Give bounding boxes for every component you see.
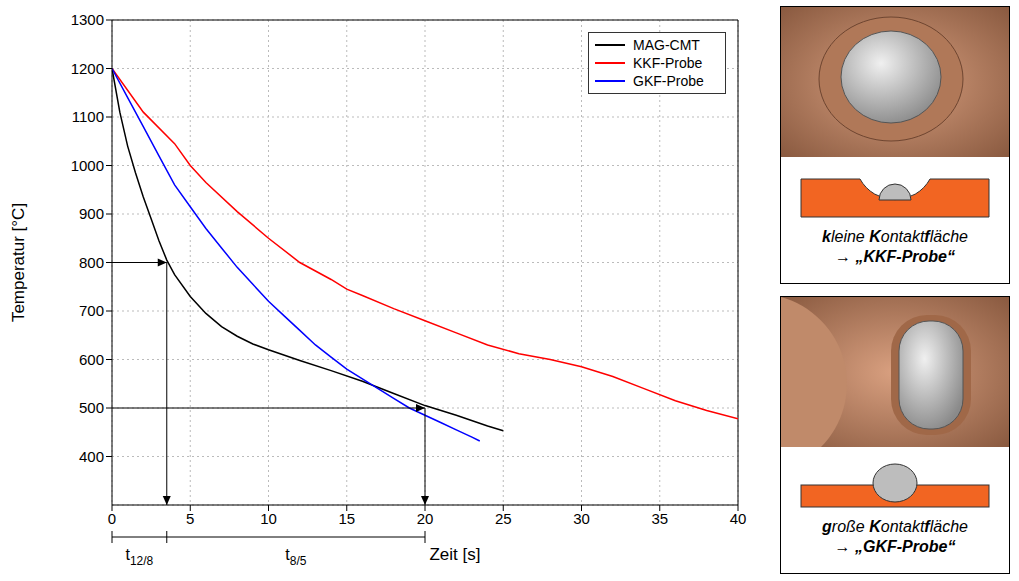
svg-text:600: 600	[79, 351, 104, 368]
svg-text:Zeit [s]: Zeit [s]	[429, 545, 480, 564]
html-text:→ „KKF-Probe“: → „KKF-Probe“	[835, 248, 955, 265]
html-text:MAG-CMT: MAG-CMT	[633, 37, 700, 53]
svg-text:10: 10	[260, 510, 277, 527]
svg-text:5: 5	[186, 510, 194, 527]
svg-text:20: 20	[417, 510, 434, 527]
html-text:k leine K ontakt f läche: k leine K ontakt f läche	[822, 228, 968, 245]
svg-text:35: 35	[651, 510, 668, 527]
svg-text:25: 25	[495, 510, 512, 527]
svg-text:Temperatur [°C]: Temperatur [°C]	[9, 203, 28, 322]
html-text:KKF-Probe: KKF-Probe	[633, 55, 703, 71]
svg-text:1100: 1100	[72, 108, 104, 125]
svg-text:t8/5: t8/5	[285, 546, 306, 568]
svg-text:40: 40	[730, 510, 747, 527]
svg-text:700: 700	[79, 302, 104, 319]
html-text:GKF-Probe: GKF-Probe	[633, 73, 704, 89]
svg-text:0: 0	[108, 510, 116, 527]
svg-text:800: 800	[79, 254, 104, 271]
svg-text:900: 900	[79, 205, 104, 222]
svg-text:15: 15	[338, 510, 355, 527]
svg-text:1000: 1000	[71, 157, 104, 174]
svg-text:400: 400	[79, 448, 104, 465]
html-text:g roße K ontakt f läche: g roße K ontakt f läche	[822, 518, 968, 535]
svg-text:1200: 1200	[71, 60, 104, 77]
html-text:→ „GKF-Probe“: → „GKF-Probe“	[834, 538, 956, 555]
svg-text:t12/8: t12/8	[125, 546, 153, 568]
svg-text:1300: 1300	[71, 11, 104, 28]
svg-text:500: 500	[79, 399, 104, 416]
svg-text:30: 30	[573, 510, 590, 527]
